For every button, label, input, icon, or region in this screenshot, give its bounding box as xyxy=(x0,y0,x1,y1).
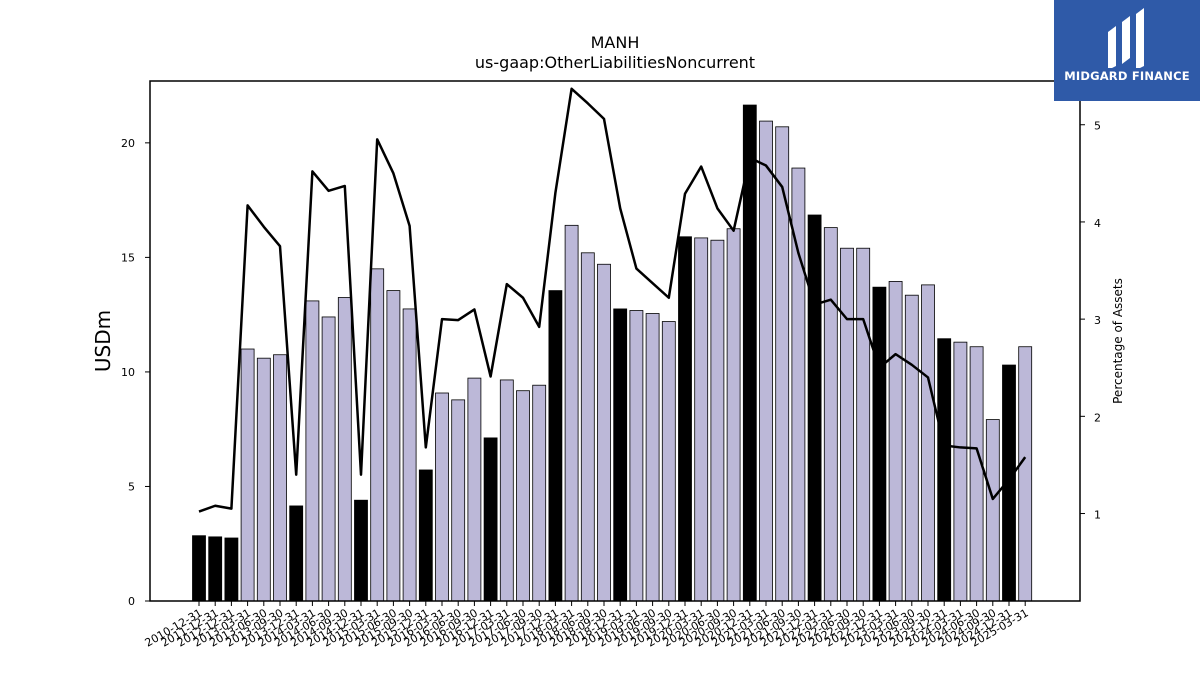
plot-frame xyxy=(149,80,1081,602)
y-tick-label: 10 xyxy=(121,366,135,379)
right-axis: 1 2 3 4 5 xyxy=(1080,120,1101,522)
chart-subtitle: us-gaap:OtherLiabilitiesNoncurrent xyxy=(475,53,755,72)
y-right-tick-label: 5 xyxy=(1094,120,1101,133)
bar xyxy=(289,505,304,602)
bar xyxy=(240,348,255,602)
bar xyxy=(580,252,595,602)
bar xyxy=(467,377,482,602)
bar xyxy=(305,300,320,602)
bar xyxy=(386,290,401,602)
bar xyxy=(840,247,854,602)
bar xyxy=(872,286,887,602)
logo-text: MIDGARD FINANCE xyxy=(1064,69,1190,83)
bar xyxy=(354,499,368,602)
bar xyxy=(888,281,903,602)
bar xyxy=(1018,346,1033,602)
line-layer xyxy=(198,87,1027,513)
bar xyxy=(678,236,692,602)
percentage-line xyxy=(198,87,1027,513)
bar xyxy=(516,390,530,602)
bar xyxy=(823,227,838,602)
chart-title: MANH xyxy=(591,33,640,52)
y-right-tick-label: 2 xyxy=(1094,411,1101,424)
bar xyxy=(775,126,790,602)
bar xyxy=(418,469,433,602)
bar xyxy=(759,120,773,602)
bar xyxy=(321,316,336,602)
bar xyxy=(969,346,984,602)
bar xyxy=(856,247,871,602)
y-right-tick-label: 4 xyxy=(1094,217,1101,230)
left-axis: 0 5 10 15 20 xyxy=(121,137,150,608)
y-tick-label: 15 xyxy=(121,251,135,264)
bar xyxy=(483,437,498,602)
bar xyxy=(402,308,417,602)
bar xyxy=(208,536,223,602)
bar xyxy=(807,214,822,602)
bar xyxy=(710,239,725,602)
bar xyxy=(597,263,611,602)
bar xyxy=(435,392,449,602)
midgard-finance-logo: MIDGARD FINANCE xyxy=(1054,0,1200,101)
bar xyxy=(548,290,563,602)
bar xyxy=(937,338,952,602)
x-axis: 2010-12-312011-12-312012-12-312013-03-31… xyxy=(143,601,1031,650)
y-right-tick-label: 3 xyxy=(1094,314,1101,327)
bar xyxy=(532,384,547,602)
y-right-tick-label: 1 xyxy=(1094,509,1101,522)
bar xyxy=(564,224,579,602)
y-tick-label: 0 xyxy=(128,595,135,608)
bar xyxy=(256,357,271,602)
bar xyxy=(629,310,644,602)
bar xyxy=(661,321,676,602)
bar xyxy=(921,284,935,602)
y-tick-label: 20 xyxy=(121,137,135,150)
bar xyxy=(451,399,466,602)
bar xyxy=(192,535,206,602)
bar xyxy=(953,341,968,602)
midgard-logo-icon xyxy=(1108,8,1144,68)
bar xyxy=(694,237,709,602)
bar xyxy=(224,537,239,602)
bar xyxy=(337,297,352,602)
bar xyxy=(904,294,919,602)
y-axis-label-right: Percentage of Assets xyxy=(1111,278,1125,404)
bar xyxy=(273,354,287,602)
bar xyxy=(499,379,514,602)
bar xyxy=(985,419,1000,602)
y-axis-label-left: USDm xyxy=(91,310,115,372)
bar xyxy=(645,313,660,602)
bar xyxy=(370,268,385,602)
bar xyxy=(726,228,741,602)
y-tick-label: 5 xyxy=(128,480,135,493)
bar xyxy=(613,308,628,602)
